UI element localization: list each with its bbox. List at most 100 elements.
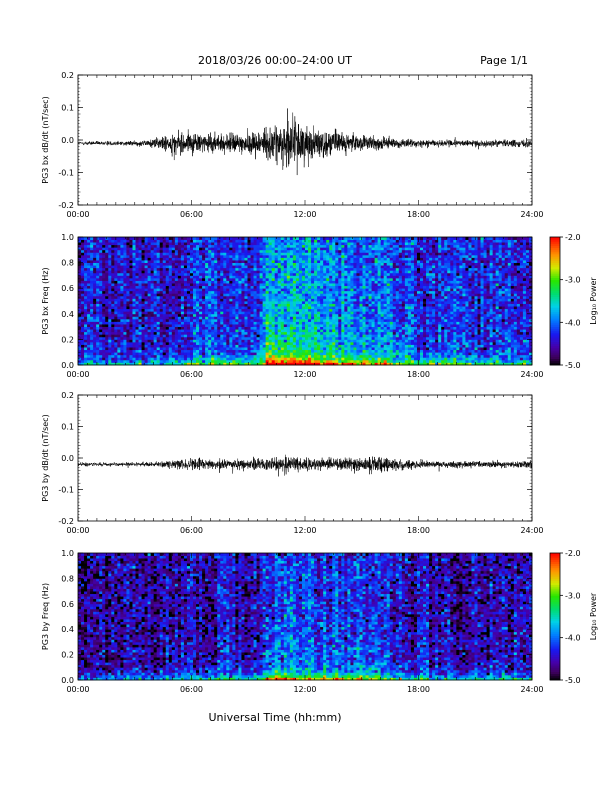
heatmap-cell [241, 306, 245, 310]
heatmap-cell [271, 321, 276, 325]
heatmap-cell [295, 283, 300, 287]
heatmap-cell [320, 357, 324, 361]
heatmap-cell [244, 270, 248, 274]
heatmap-cell [277, 288, 282, 292]
heatmap-cell [159, 339, 164, 343]
heatmap-cell [168, 295, 173, 299]
heatmap-cell [205, 357, 209, 361]
heatmap-cell [311, 257, 315, 261]
heatmap-cell [253, 244, 257, 248]
heatmap-cell [84, 352, 88, 356]
heatmap-cell [102, 334, 106, 338]
heatmap-cell [111, 303, 115, 307]
heatmap-cell [286, 324, 291, 327]
heatmap-cell [199, 270, 203, 274]
heatmap-cell [99, 288, 103, 292]
heatmap-cell [259, 247, 264, 251]
heatmap-cell [180, 347, 185, 351]
heatmap-cell [311, 295, 315, 299]
heatmap-cell [180, 298, 185, 302]
heatmap-cell [153, 318, 158, 322]
heatmap-cell [362, 331, 366, 335]
heatmap-cell [105, 257, 109, 261]
heatmap-cell [326, 303, 330, 307]
heatmap-cell [362, 290, 366, 294]
heatmap-cell [353, 334, 357, 338]
heatmap-cell [102, 277, 106, 281]
heatmap-cell [347, 357, 351, 361]
heatmap-cell [329, 341, 333, 345]
heatmap-cell [253, 334, 257, 338]
heatmap-cell [341, 247, 345, 251]
heatmap-cell [305, 316, 309, 320]
heatmap-cell [84, 303, 88, 307]
heatmap-cell [108, 339, 112, 343]
heatmap-cell [262, 329, 267, 333]
heatmap-cell [96, 270, 100, 274]
heatmap-cell [220, 316, 224, 320]
heatmap-cell [220, 352, 224, 356]
heatmap-cell [208, 293, 212, 297]
heatmap-cell [174, 257, 179, 261]
heatmap-cell [280, 318, 285, 322]
heatmap-cell [96, 334, 100, 338]
heatmap-cell [365, 357, 369, 361]
heatmap-cell [350, 247, 354, 251]
heatmap-cell [214, 331, 218, 335]
heatmap-cell [323, 347, 327, 351]
heatmap-cell [84, 249, 88, 253]
heatmap-cell [329, 237, 333, 240]
heatmap-cell [177, 316, 182, 320]
heatmap-cell [147, 257, 152, 261]
heatmap-cell [292, 344, 297, 348]
heatmap-cell [314, 262, 318, 266]
heatmap-cell [362, 275, 366, 279]
heatmap-cell [123, 254, 127, 258]
heatmap-cell [320, 306, 324, 310]
heatmap-cell [78, 265, 82, 269]
heatmap-cell [168, 308, 173, 312]
heatmap-cell [317, 272, 321, 276]
heatmap-cell [196, 326, 200, 330]
heatmap-cell [189, 329, 194, 333]
heatmap-cell [105, 357, 109, 361]
heatmap-cell [323, 344, 327, 348]
heatmap-cell [308, 242, 312, 246]
heatmap-cell [244, 280, 248, 284]
heatmap-cell [226, 257, 230, 261]
heatmap-cell [265, 301, 270, 304]
heatmap-cell [271, 242, 276, 246]
heatmap-cell [262, 306, 267, 310]
heatmap-cell [295, 311, 300, 315]
heatmap-cell [141, 272, 145, 276]
heatmap-cell [102, 280, 106, 284]
heatmap-cell [93, 283, 97, 287]
heatmap-cell [180, 283, 185, 287]
heatmap-cell [320, 239, 324, 243]
heatmap-cell [259, 270, 264, 274]
heatmap-cell [174, 265, 179, 269]
heatmap-cell [253, 357, 257, 361]
heatmap-cell [214, 326, 218, 330]
heatmap-cell [308, 252, 312, 256]
heatmap-cell [244, 298, 248, 302]
heatmap-cell [253, 277, 257, 281]
heatmap-cell [250, 265, 254, 269]
heatmap-cell [81, 301, 85, 304]
heatmap-cell [217, 359, 221, 363]
heatmap-cell [81, 293, 85, 297]
heatmap-cell [335, 316, 339, 320]
heatmap-cell [150, 318, 155, 322]
heatmap-cell [289, 257, 294, 261]
heatmap-cell [332, 283, 336, 287]
heatmap-cell [153, 349, 158, 353]
heatmap-cell [129, 270, 133, 274]
heatmap-cell [165, 313, 170, 317]
heatmap-cell [250, 262, 254, 266]
heatmap-cell [199, 306, 203, 310]
heatmap-cell [256, 341, 260, 345]
heatmap-cell [277, 254, 282, 258]
heatmap-cell [268, 334, 273, 338]
heatmap-cell [196, 247, 200, 251]
heatmap-cell [226, 326, 230, 330]
